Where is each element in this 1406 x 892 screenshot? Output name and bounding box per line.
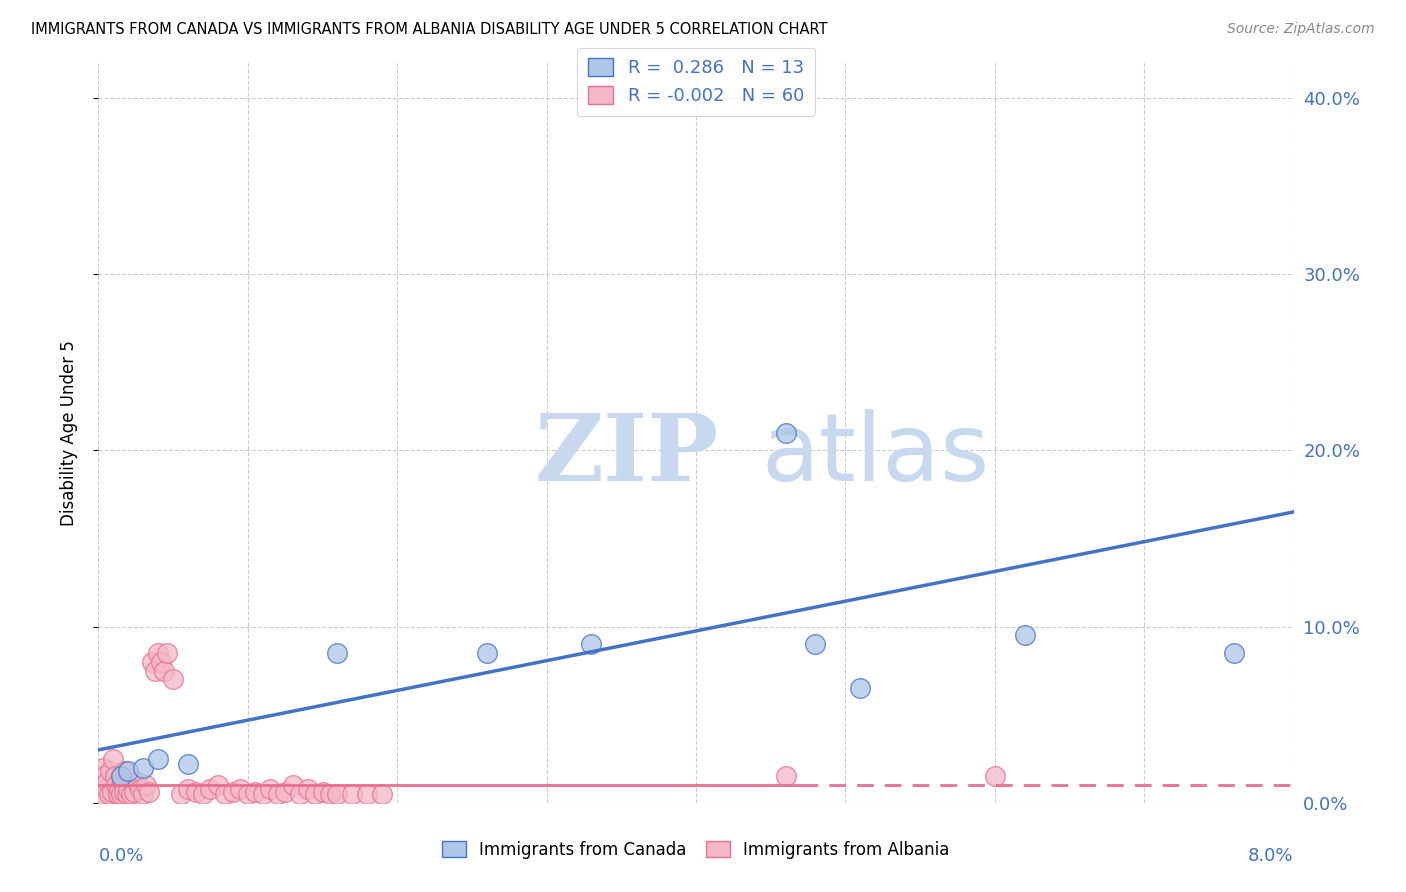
Point [153,664,176,678]
Y-axis label: Disability Age Under 5: Disability Age Under 5 [59,340,77,525]
Point [267,787,290,801]
Point [222,785,245,799]
Text: 0.0%: 0.0% [98,847,143,865]
Point [281,778,304,792]
Point [127,774,149,789]
Point [297,781,319,796]
Point [304,787,326,801]
Point [326,646,349,660]
Point [288,787,311,801]
Point [356,787,378,801]
Point [93,769,115,783]
Point [110,769,132,783]
Point [104,769,127,783]
Point [90,787,112,801]
Point [111,774,134,789]
Point [107,787,129,801]
Point [135,778,157,792]
Point [804,637,827,651]
Point [200,781,222,796]
Point [94,781,117,796]
Point [98,764,122,778]
Point [129,781,152,796]
Point [342,787,364,801]
Point [311,785,333,799]
Point [214,787,236,801]
Text: ZIP: ZIP [534,409,718,500]
Point [148,752,170,766]
Point [148,646,170,660]
Point [162,673,184,687]
Point [229,781,252,796]
Point [103,752,125,766]
Point [115,787,138,801]
Point [97,787,120,801]
Point [274,785,297,799]
Point [114,764,136,778]
Point [117,781,139,796]
Point [319,787,342,801]
Point [775,425,797,440]
Point [156,646,179,660]
Point [169,787,191,801]
Point [207,778,229,792]
Point [120,787,142,801]
Text: IMMIGRANTS FROM CANADA VS IMMIGRANTS FROM ALBANIA DISABILITY AGE UNDER 5 CORRELA: IMMIGRANTS FROM CANADA VS IMMIGRANTS FRO… [31,22,828,37]
Point [191,787,214,801]
Point [177,781,200,796]
Point [252,787,274,801]
Point [775,769,797,783]
Point [371,787,394,801]
Text: 8.0%: 8.0% [1249,847,1294,865]
Point [259,781,281,796]
Point [849,681,872,696]
Point [143,664,166,678]
Legend: Immigrants from Canada, Immigrants from Albania: Immigrants from Canada, Immigrants from … [433,830,959,869]
Point [236,787,259,801]
Point [117,764,139,778]
Point [96,774,118,789]
Point [581,637,603,651]
Point [112,785,135,799]
Point [1014,628,1036,642]
Point [326,787,349,801]
Point [138,785,160,799]
Point [184,785,207,799]
Point [132,787,155,801]
Point [91,760,114,774]
Point [132,760,155,774]
Point [1223,646,1246,660]
Text: atlas: atlas [762,409,990,500]
Text: Source: ZipAtlas.com: Source: ZipAtlas.com [1227,22,1375,37]
Point [150,655,173,669]
Point [105,778,128,792]
Point [110,787,132,801]
Point [108,781,131,796]
Point [177,757,200,772]
Point [475,646,498,660]
Point [984,769,1007,783]
Point [245,785,267,799]
Point [101,785,124,799]
Point [141,655,163,669]
Point [124,785,146,799]
